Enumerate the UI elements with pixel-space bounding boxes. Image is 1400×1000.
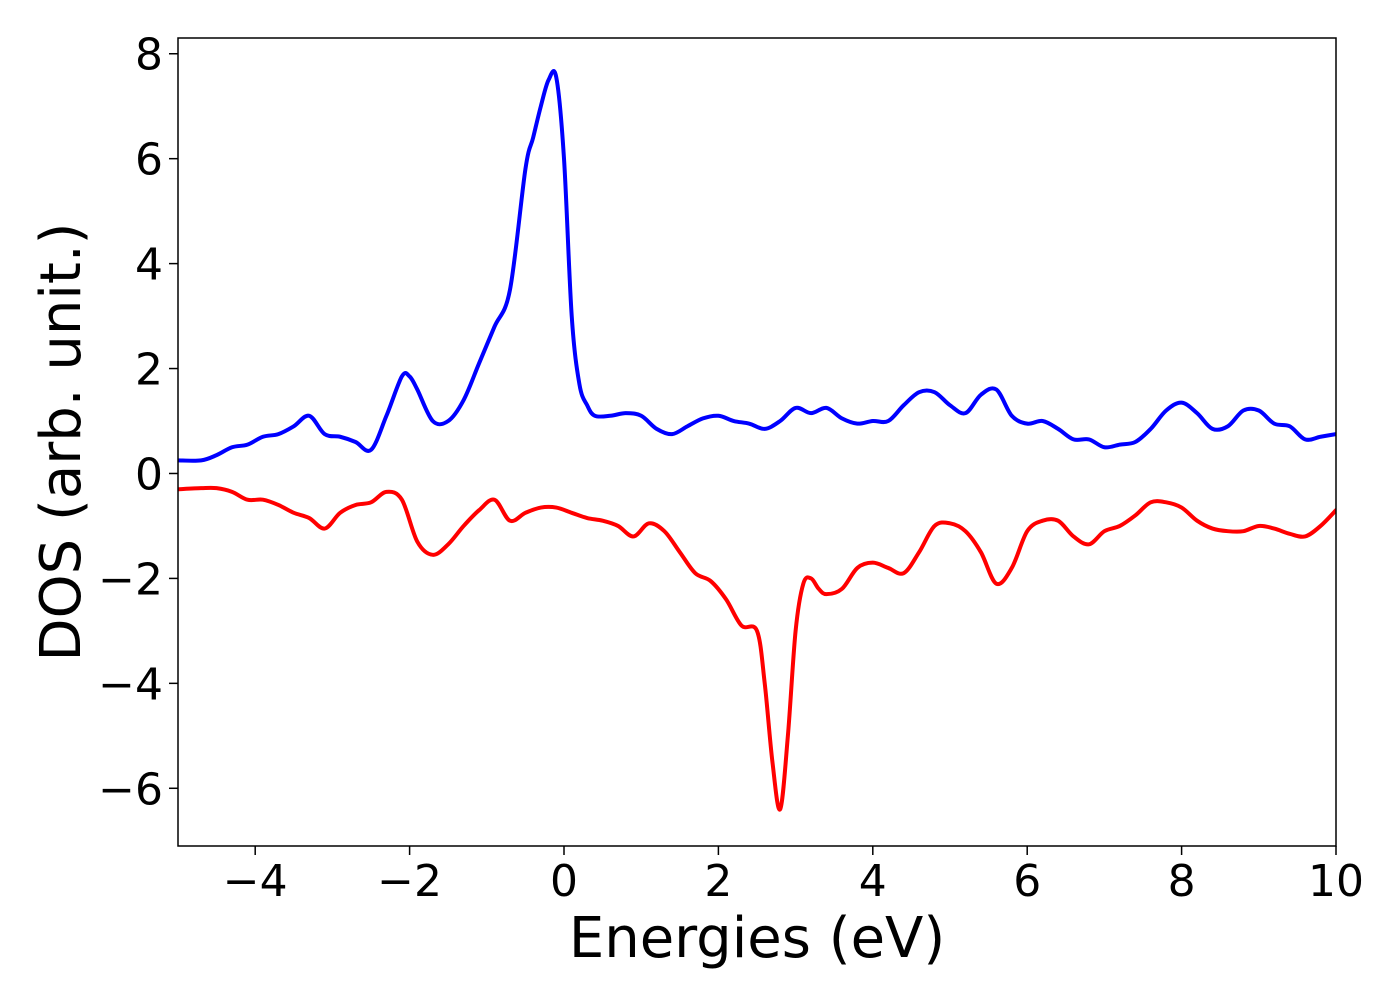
- y-tick-label: 8: [135, 30, 163, 81]
- y-tick-label: −4: [98, 659, 163, 710]
- x-tick-label: 10: [1308, 856, 1364, 907]
- dos-series-line-blue: [178, 69, 1336, 463]
- dos-series-line-red: [178, 485, 1336, 812]
- y-tick-label: 0: [135, 449, 163, 500]
- y-tick-label: 4: [135, 240, 163, 291]
- y-axis-label: DOS (arb. unit.): [29, 222, 94, 661]
- y-tick-label: 6: [135, 135, 163, 186]
- ticks: −4 −2 0 2 4 6 8 10 −6 −4 −2 0 2 4 6 8: [98, 30, 1364, 907]
- x-tick-label: 0: [550, 856, 578, 907]
- x-tick-label: −2: [377, 856, 442, 907]
- axes-frame: [177, 37, 1337, 847]
- x-tick-label: 4: [859, 856, 887, 907]
- y-tick-label: −2: [98, 554, 163, 605]
- plot-area: [178, 69, 1336, 812]
- x-axis-label: Energies (eV): [569, 906, 945, 971]
- x-tick-label: 8: [1168, 856, 1196, 907]
- x-tick-label: 2: [704, 856, 732, 907]
- y-tick-label: −6: [98, 764, 163, 815]
- x-tick-label: 6: [1013, 856, 1041, 907]
- y-tick-label: 2: [135, 345, 163, 396]
- x-tick-label: −4: [223, 856, 288, 907]
